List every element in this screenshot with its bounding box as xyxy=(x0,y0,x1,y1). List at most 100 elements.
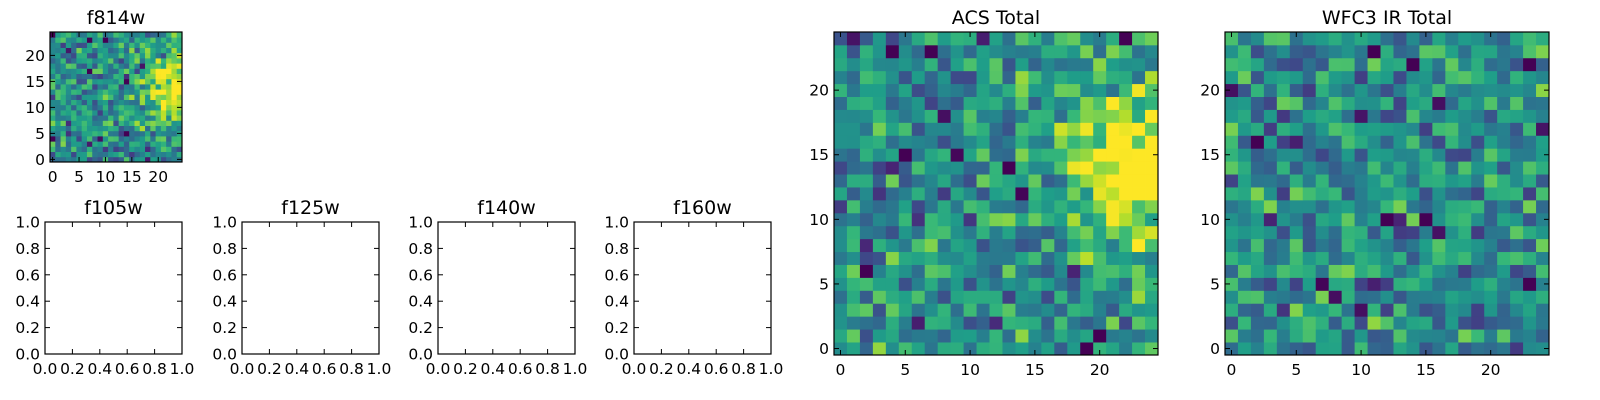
heatmap-cell xyxy=(1393,225,1407,240)
heatmap-cell xyxy=(846,342,861,356)
heatmap-cell xyxy=(160,110,167,116)
heatmap-cell xyxy=(937,303,952,317)
heatmap-cell xyxy=(898,212,913,227)
heatmap-cell xyxy=(118,156,125,163)
x-tick-label: 0.8 xyxy=(142,360,167,378)
heatmap-cell xyxy=(171,84,178,90)
heatmap-cell xyxy=(102,58,109,64)
heatmap-cell xyxy=(1302,329,1317,343)
heatmap-cell xyxy=(1380,342,1394,356)
heatmap-cell xyxy=(1471,70,1485,85)
heatmap-cell xyxy=(50,125,56,132)
heatmap-cell xyxy=(976,238,990,253)
heatmap-cell xyxy=(976,161,990,175)
heatmap-cell xyxy=(60,52,67,59)
heatmap-cell xyxy=(160,151,167,158)
heatmap-cell xyxy=(81,42,88,48)
heatmap-cell xyxy=(1510,174,1524,188)
heatmap-cell xyxy=(123,110,130,116)
heatmap-cell xyxy=(1225,329,1239,343)
heatmap-cell xyxy=(102,110,109,116)
heatmap-cell xyxy=(1132,174,1146,188)
heatmap-cell xyxy=(989,44,1003,59)
heatmap-cell xyxy=(86,125,93,132)
heatmap-cell xyxy=(1225,32,1239,46)
heatmap-cell xyxy=(139,63,146,69)
heatmap-cell xyxy=(1145,303,1159,317)
heatmap-cell xyxy=(937,57,952,72)
heatmap-cell xyxy=(872,329,887,343)
heatmap-cell xyxy=(1002,57,1016,72)
heatmap-cell xyxy=(1354,174,1368,188)
heatmap-cell xyxy=(859,225,874,240)
heatmap-cell xyxy=(1132,264,1146,278)
heatmap-cell xyxy=(1002,212,1016,227)
heatmap-cell xyxy=(1497,238,1511,253)
heatmap-cell xyxy=(76,125,83,132)
heatmap-cell xyxy=(129,47,135,54)
heatmap-cell xyxy=(1132,303,1146,317)
heatmap-cell xyxy=(1145,161,1159,175)
heatmap-cell xyxy=(1289,148,1304,162)
heatmap-cell xyxy=(1263,109,1278,123)
heatmap-cell xyxy=(1432,199,1446,214)
heatmap-cell xyxy=(1263,83,1278,97)
heatmap-cell xyxy=(834,329,848,343)
heatmap-cell xyxy=(92,89,98,95)
heatmap-cell xyxy=(134,130,141,137)
heatmap-cell xyxy=(1341,264,1355,278)
heatmap-cell xyxy=(150,99,156,106)
heatmap-cell xyxy=(1328,83,1343,97)
heatmap-cell xyxy=(65,42,72,48)
heatmap-cell xyxy=(65,151,72,158)
x-tick-label: 15 xyxy=(1416,361,1436,379)
heatmap-cell xyxy=(1106,57,1120,72)
heatmap-cell xyxy=(1328,264,1343,278)
heatmap-cell xyxy=(155,99,162,106)
heatmap-cell xyxy=(1315,277,1330,291)
heatmap-cell xyxy=(1341,135,1355,149)
heatmap-cell xyxy=(1276,148,1291,162)
heatmap-cell xyxy=(976,199,990,214)
heatmap-cell xyxy=(1315,174,1330,188)
heatmap-cell xyxy=(1015,277,1029,291)
heatmap-cell xyxy=(1393,122,1407,136)
heatmap-cell xyxy=(1484,109,1498,123)
heatmap-cell xyxy=(834,83,848,97)
heatmap-cell xyxy=(86,78,93,85)
heatmap-cell xyxy=(129,110,135,116)
heatmap-cell xyxy=(97,110,104,116)
heatmap-cell xyxy=(1458,264,1472,278)
heatmap-cell xyxy=(81,37,88,43)
heatmap-cell xyxy=(113,99,120,106)
heatmap-cell xyxy=(1497,96,1511,110)
heatmap-cell xyxy=(171,89,178,95)
heatmap-cell xyxy=(1132,96,1146,110)
heatmap-cell xyxy=(1119,32,1133,46)
heatmap-cell xyxy=(1315,109,1330,123)
heatmap-cell xyxy=(1106,148,1120,162)
heatmap-cell xyxy=(1015,342,1029,356)
heatmap-cell xyxy=(1380,32,1394,46)
y-tick-label: 0.2 xyxy=(604,319,629,337)
heatmap-cell xyxy=(898,225,913,240)
heatmap-cell xyxy=(65,120,72,126)
heatmap-cell xyxy=(1119,342,1133,356)
heatmap-cell xyxy=(1093,135,1107,149)
heatmap-cell xyxy=(1263,290,1278,304)
heatmap-cell xyxy=(1028,329,1042,343)
heatmap-cell xyxy=(171,130,178,137)
heatmap-cell xyxy=(92,32,98,38)
heatmap-cell xyxy=(171,151,178,158)
heatmap-cell xyxy=(108,104,114,111)
heatmap-cell xyxy=(1106,83,1120,97)
heatmap-cell xyxy=(113,104,120,111)
heatmap-cell xyxy=(1015,122,1029,136)
heatmap-cell xyxy=(1302,109,1317,123)
heatmap-cell xyxy=(145,84,151,90)
heatmap-cell xyxy=(1510,225,1524,240)
heatmap-cell xyxy=(102,120,109,126)
heatmap-cell xyxy=(1028,303,1042,317)
heatmap-cell xyxy=(1002,174,1016,188)
heatmap-cell xyxy=(1067,187,1081,201)
